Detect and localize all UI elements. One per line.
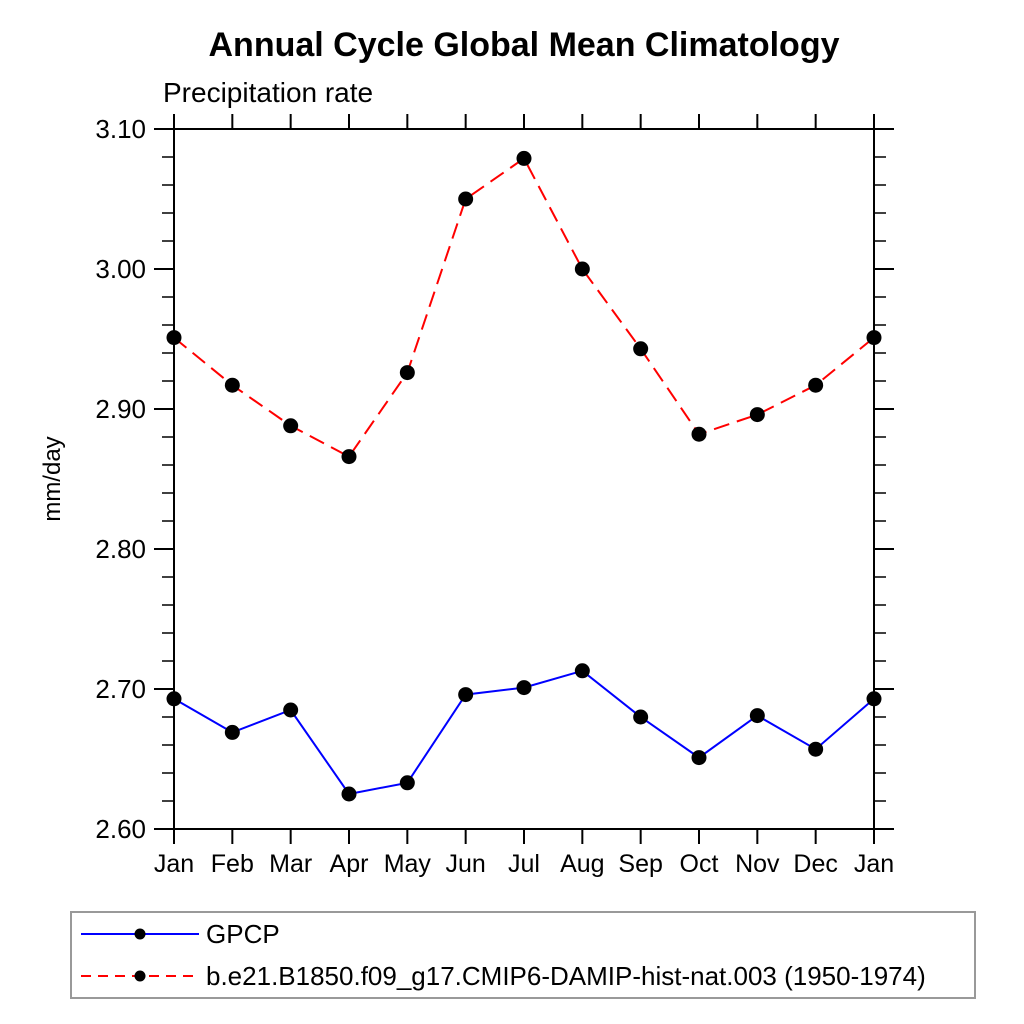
- y-tick-label-3.00: 3.00: [95, 254, 146, 284]
- data-point-hist-nat-0-jan: [166, 330, 182, 346]
- data-point-hist-nat-9-oct: [691, 426, 707, 442]
- data-point-hist-nat-7-aug: [574, 261, 590, 277]
- data-point-gpcp-2-mar: [283, 702, 299, 718]
- x-tick-label-may: May: [384, 850, 432, 878]
- data-point-gpcp-11-dec: [808, 741, 824, 757]
- data-point-hist-nat-12-jan: [866, 330, 882, 346]
- legend-sample-hist-nat: [81, 970, 199, 982]
- data-point-hist-nat-2-mar: [283, 418, 299, 434]
- legend-marker-gpcp: [134, 928, 146, 940]
- x-tick-label-oct: Oct: [680, 850, 719, 878]
- data-point-gpcp-1-feb: [224, 724, 240, 740]
- legend-label-hist-nat: b.e21.B1850.f09_g17.CMIP6-DAMIP-hist-nat…: [206, 960, 926, 991]
- data-point-hist-nat-1-feb: [224, 377, 240, 393]
- x-tick-label-nov: Nov: [735, 850, 780, 878]
- x-tick-label-apr: Apr: [330, 850, 369, 878]
- data-point-gpcp-8-sep: [633, 709, 649, 725]
- legend-sample-gpcp: [81, 928, 199, 940]
- data-point-gpcp-10-nov: [749, 708, 765, 724]
- data-point-hist-nat-10-nov: [749, 407, 765, 423]
- data-point-hist-nat-4-may: [399, 365, 415, 381]
- legend-box: GPCP b.e21.B1850.f09_g17.CMIP6-DAMIP-hist…: [70, 911, 976, 999]
- data-point-hist-nat-3-apr: [341, 449, 357, 465]
- axes-frame: [173, 128, 875, 830]
- y-axis-title: mm/day: [39, 436, 66, 521]
- x-tick-label-sep: Sep: [618, 850, 662, 878]
- legend-label-gpcp: GPCP: [206, 918, 280, 949]
- x-tick-label-mar: Mar: [269, 850, 312, 878]
- data-point-gpcp-5-jun: [458, 687, 474, 703]
- chart-subtitle: Precipitation rate: [163, 77, 374, 108]
- x-tick-label-jan-2: Jan: [854, 850, 894, 878]
- x-tick-label-dec: Dec: [793, 850, 837, 878]
- data-point-gpcp-7-aug: [574, 663, 590, 679]
- x-tick-label-feb: Feb: [211, 850, 254, 878]
- x-tick-label-jul: Jul: [508, 850, 540, 878]
- data-point-gpcp-9-oct: [691, 750, 707, 766]
- chart-title: Annual Cycle Global Mean Climatology: [208, 26, 840, 64]
- y-tick-label-3.10: 3.10: [95, 114, 146, 144]
- y-tick-label-2.70: 2.70: [95, 674, 146, 704]
- y-tick-label-2.90: 2.90: [95, 394, 146, 424]
- data-point-hist-nat-8-sep: [633, 341, 649, 357]
- legend-marker-hist-nat: [134, 970, 146, 982]
- data-point-gpcp-6-jul: [516, 680, 532, 696]
- x-tick-label-aug: Aug: [560, 850, 604, 878]
- y-tick-label-2.80: 2.80: [95, 534, 146, 564]
- legend-item-gpcp: GPCP: [72, 913, 974, 955]
- data-point-gpcp-12-jan: [866, 691, 882, 707]
- legend-item-hist-nat: b.e21.B1850.f09_g17.CMIP6-DAMIP-hist-nat…: [72, 955, 974, 997]
- y-tick-label-2.60: 2.60: [95, 814, 146, 844]
- data-point-gpcp-4-may: [399, 775, 415, 791]
- x-tick-label-jan: Jan: [154, 850, 194, 878]
- data-point-gpcp-0-jan: [166, 691, 182, 707]
- data-point-hist-nat-5-jun: [458, 191, 474, 207]
- x-tick-label-jun: Jun: [446, 850, 486, 878]
- data-point-hist-nat-11-dec: [808, 377, 824, 393]
- series-line-hist-nat: [173, 156, 875, 458]
- data-point-gpcp-3-apr: [341, 786, 357, 802]
- data-point-hist-nat-6-jul: [516, 150, 532, 166]
